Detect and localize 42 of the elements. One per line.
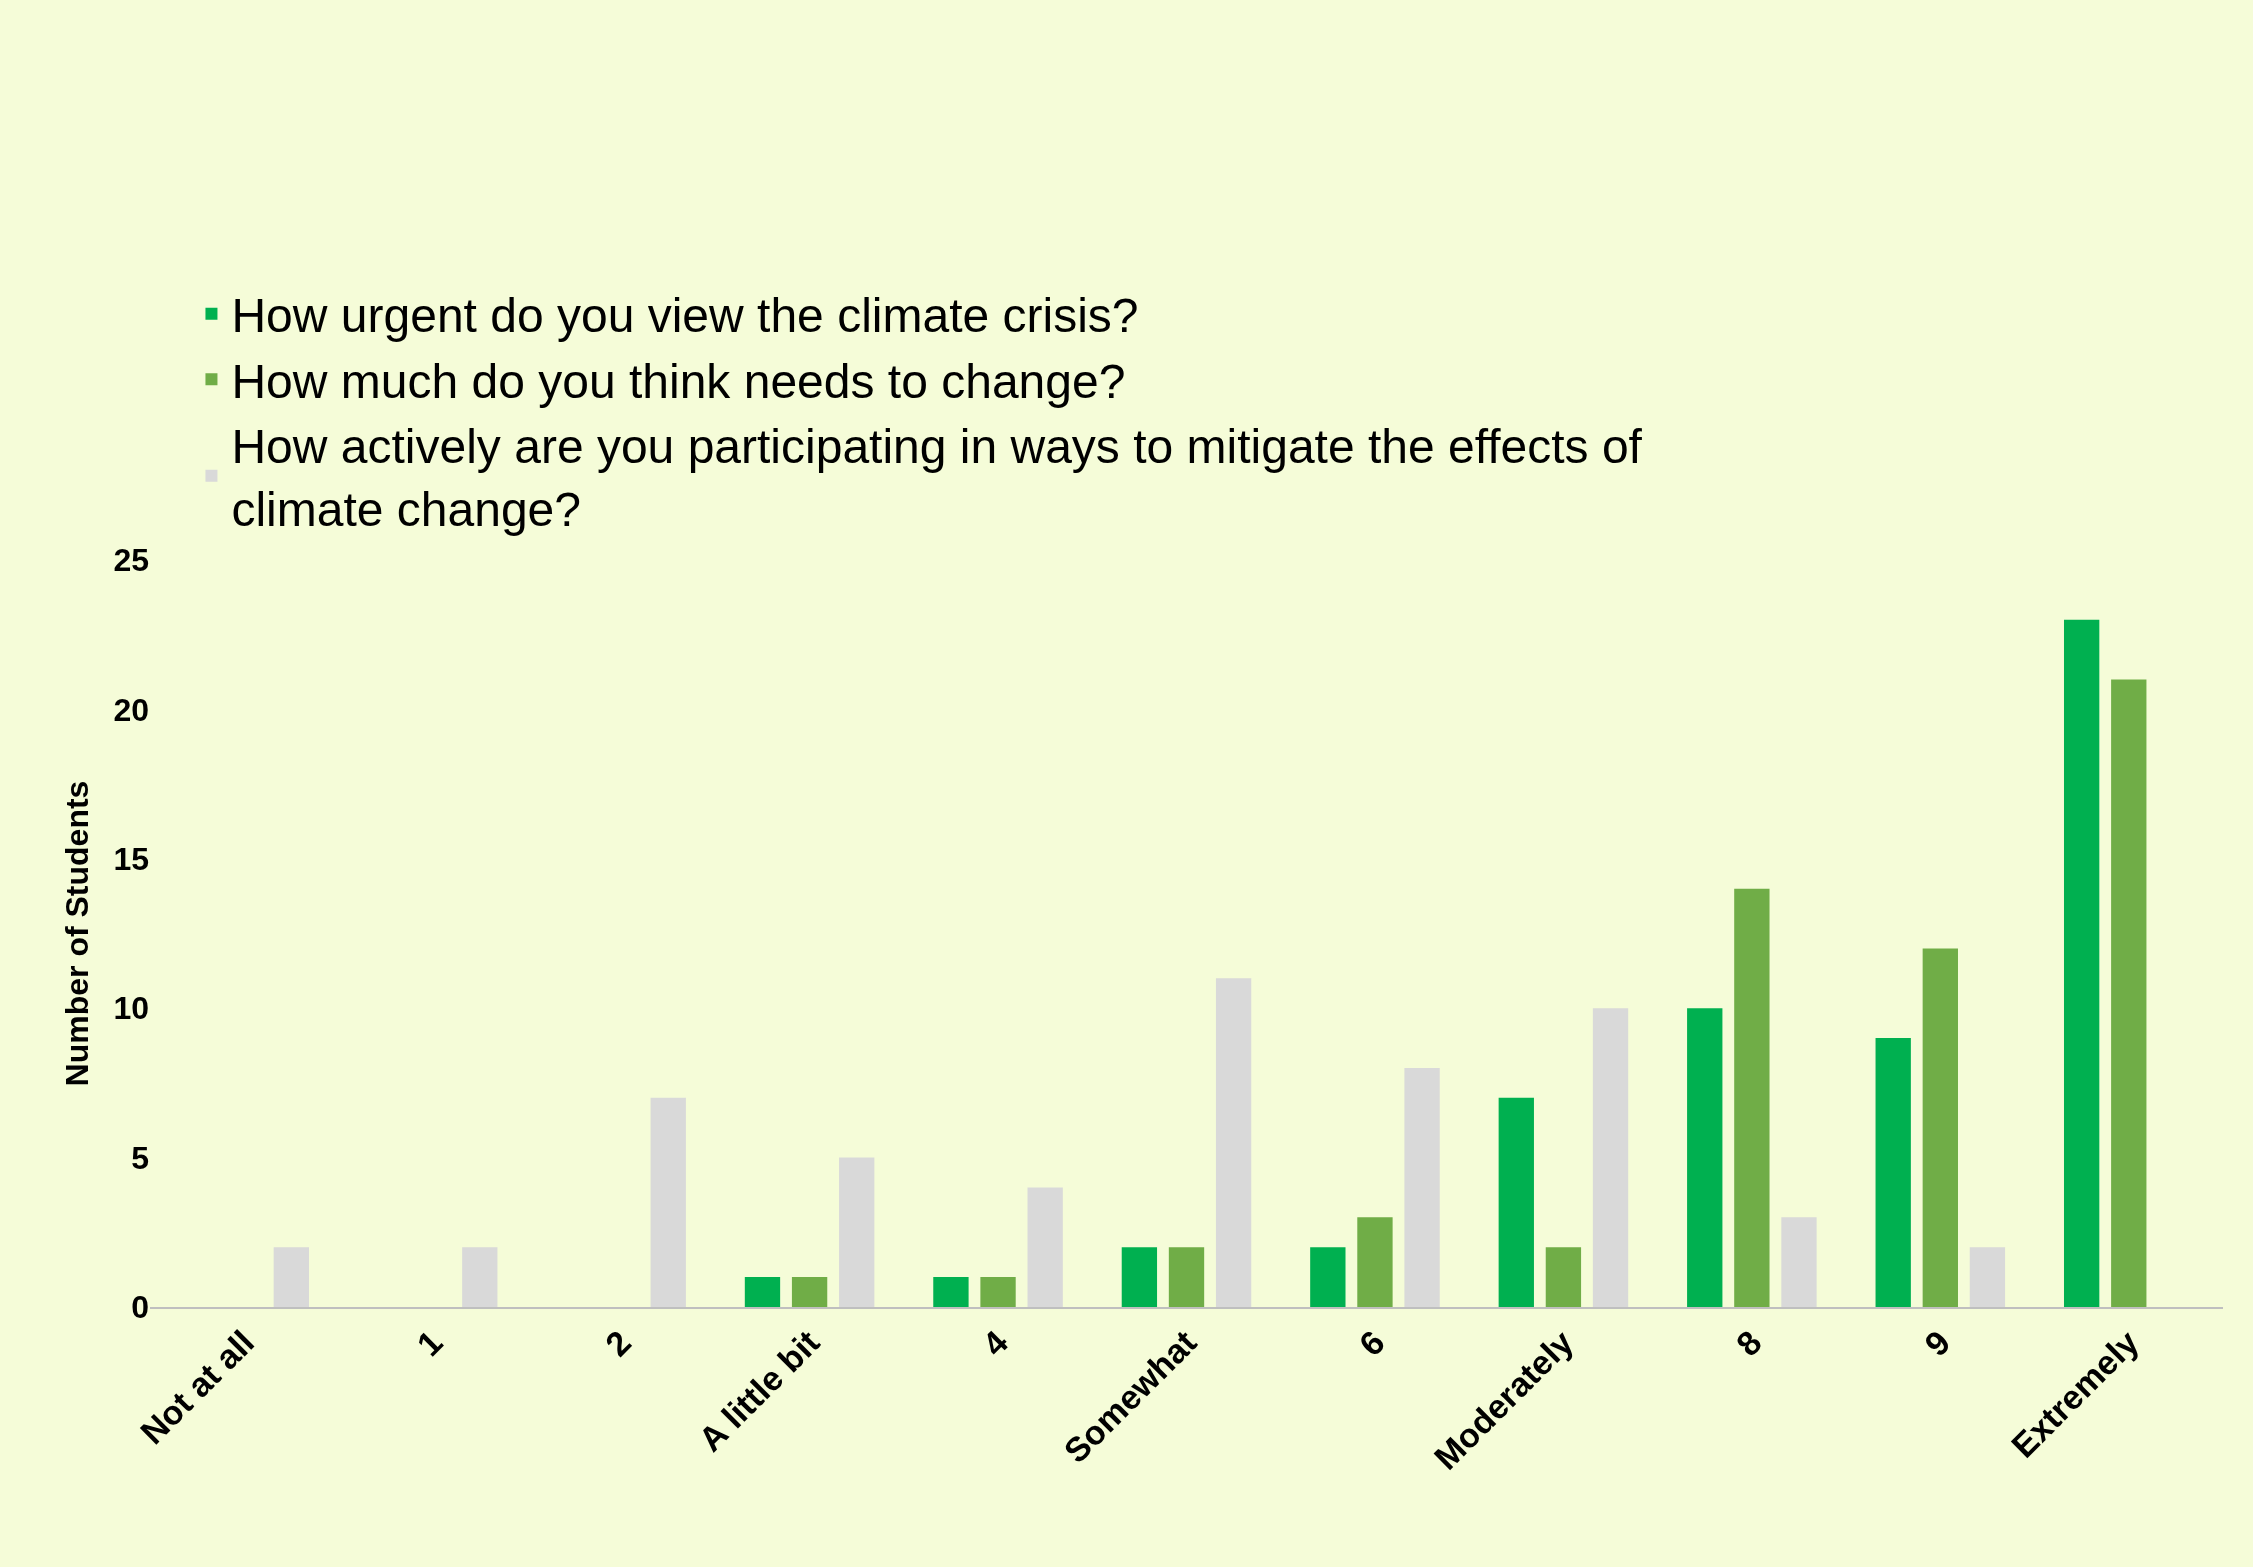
legend-label: How much do you think needs to change? (231, 354, 1126, 408)
x-tick-label: 8 (1728, 1322, 1769, 1364)
bar (933, 1277, 969, 1307)
bar (2111, 679, 2147, 1307)
bar (980, 1277, 1016, 1307)
bar (1498, 1097, 1534, 1307)
legend-label: How urgent do you view the climate crisis? (231, 289, 1139, 343)
bar (839, 1157, 875, 1307)
bar (1404, 1067, 1440, 1307)
bar (1781, 1217, 1817, 1307)
bar (744, 1277, 781, 1307)
y-tick-label: 15 (113, 841, 149, 877)
x-tick-label: 4 (974, 1322, 1016, 1364)
y-tick-label: 25 (113, 542, 149, 579)
bar (650, 1097, 686, 1307)
bar (1545, 1247, 1582, 1307)
bar (1310, 1247, 1346, 1307)
y-tick-label: 10 (113, 990, 149, 1027)
bar (462, 1247, 498, 1307)
legend-label: How actively are you participating in ways to mitigate the effects of climate change? (231, 420, 1643, 536)
y-tick-label: 5 (131, 1139, 149, 1176)
y-tick-label: 20 (113, 691, 149, 728)
bar (1922, 948, 1958, 1307)
bar (1027, 1187, 1063, 1307)
bar (1592, 1008, 1629, 1307)
bar (1121, 1247, 1158, 1307)
x-tick-label: 2 (597, 1322, 639, 1364)
x-tick-label: 9 (1917, 1322, 1958, 1364)
bar (2063, 619, 2100, 1307)
bar (273, 1247, 310, 1307)
bar (1734, 888, 1770, 1307)
bar (1168, 1247, 1205, 1307)
bar (791, 1277, 828, 1307)
x-tick-label: A little bit (691, 1322, 827, 1459)
x-tick-label: 1 (409, 1322, 450, 1364)
x-tick-label: 6 (1351, 1322, 1392, 1364)
y-axis-title: Number of Students (58, 780, 95, 1087)
bar (1215, 978, 1252, 1307)
bar (1357, 1217, 1393, 1307)
bar (1875, 1038, 1911, 1307)
bar (1687, 1008, 1723, 1307)
bar (1969, 1247, 2006, 1307)
